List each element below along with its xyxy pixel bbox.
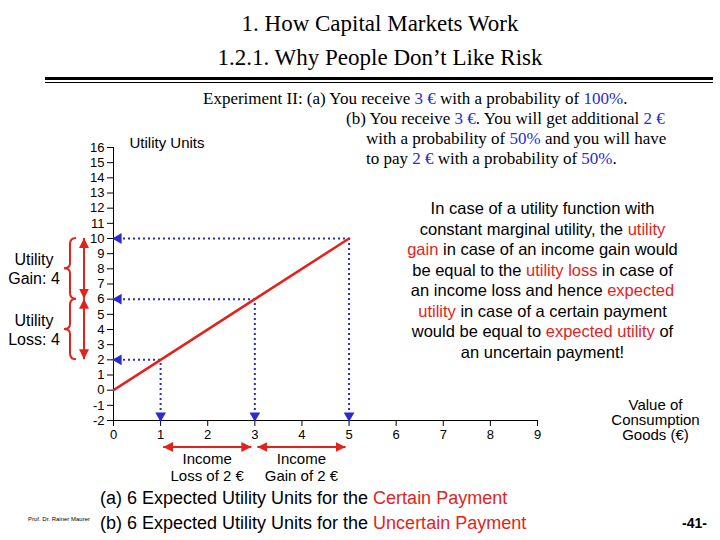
svg-text:5: 5 xyxy=(345,427,352,442)
svg-text:8: 8 xyxy=(487,427,494,442)
svg-text:1: 1 xyxy=(97,367,104,382)
svg-text:2: 2 xyxy=(97,352,104,367)
svg-text:15: 15 xyxy=(90,155,104,170)
html-text:gain in case of an income gain: gain in case of an income gain would xyxy=(407,240,678,258)
html-text:Prof. Dr. Rainer Maurer: Prof. Dr. Rainer Maurer xyxy=(28,516,90,522)
html-text:would be equal to expected uti: would be equal to expected utility of xyxy=(411,322,674,340)
svg-text:5: 5 xyxy=(97,306,104,321)
html-text:an uncertain payment!: an uncertain payment! xyxy=(460,342,625,361)
html-text:(b) 6 Expected Utility Units f: (b) 6 Expected Utility Units for the Unc… xyxy=(100,513,527,533)
svg-text:0: 0 xyxy=(110,427,117,442)
svg-text:IncomeGain of 2 €: IncomeGain of 2 € xyxy=(265,450,339,484)
svg-text:7: 7 xyxy=(440,427,447,442)
svg-text:6: 6 xyxy=(97,291,104,306)
svg-text:UtilityGain: 4: UtilityGain: 4 xyxy=(8,251,60,287)
svg-text:4: 4 xyxy=(97,322,104,337)
svg-text:6: 6 xyxy=(393,427,400,442)
html-text:constant marginal utility, the: constant marginal utility, the utility xyxy=(419,219,666,238)
svg-text:7: 7 xyxy=(97,276,104,291)
svg-text:Utility Units: Utility Units xyxy=(130,134,205,151)
html-text:with a probability of 50% and: with a probability of 50% and you will h… xyxy=(366,129,667,148)
svg-text:16: 16 xyxy=(90,140,104,155)
html-text:(b) You receive 3 €. You will: (b) You receive 3 €. You will get additi… xyxy=(346,109,665,128)
svg-text:13: 13 xyxy=(90,185,104,200)
svg-text:UtilityLoss: 4: UtilityLoss: 4 xyxy=(8,312,60,348)
svg-text:1: 1 xyxy=(157,427,164,442)
svg-text:14: 14 xyxy=(90,170,104,185)
html-text:to pay 2 € with a probability: to pay 2 € with a probability of 50%. xyxy=(366,149,617,168)
svg-text:0: 0 xyxy=(97,382,104,397)
svg-text:2: 2 xyxy=(204,427,211,442)
svg-text:IncomeLoss of 2 €: IncomeLoss of 2 € xyxy=(171,450,245,484)
html-text:utility in case of a certain p: utility in case of a certain payment xyxy=(418,301,667,320)
svg-text:Value ofConsumptionGoods (€): Value ofConsumptionGoods (€) xyxy=(611,396,699,443)
svg-text:3: 3 xyxy=(97,337,104,352)
svg-text:-2: -2 xyxy=(93,413,105,428)
svg-text:9: 9 xyxy=(534,427,541,442)
html-text:-41-: -41- xyxy=(682,515,707,531)
html-text:1.2.1. Why People Don’t Like R: 1.2.1. Why People Don’t Like Risk xyxy=(217,45,543,70)
html-text:1. How Capital Markets Work: 1. How Capital Markets Work xyxy=(241,11,519,36)
svg-text:10: 10 xyxy=(90,231,104,246)
html-text:Experiment II: (a) You receive: Experiment II: (a) You receive 3 € with … xyxy=(203,89,628,108)
svg-text:9: 9 xyxy=(97,246,104,261)
svg-text:12: 12 xyxy=(90,200,104,215)
svg-text:8: 8 xyxy=(97,261,104,276)
svg-text:3: 3 xyxy=(251,427,258,442)
html-text:In case of a utility function: In case of a utility function with xyxy=(430,199,655,217)
html-text:(a) 6 Expected Utility Units f: (a) 6 Expected Utility Units for the Cer… xyxy=(100,488,508,508)
html-text:be equal to the utility loss i: be equal to the utility loss in case of xyxy=(412,260,673,279)
html-text:an income loss and hence expec: an income loss and hence expected xyxy=(410,281,675,299)
svg-text:-1: -1 xyxy=(93,397,105,412)
svg-text:4: 4 xyxy=(298,427,305,442)
svg-text:11: 11 xyxy=(91,215,105,230)
